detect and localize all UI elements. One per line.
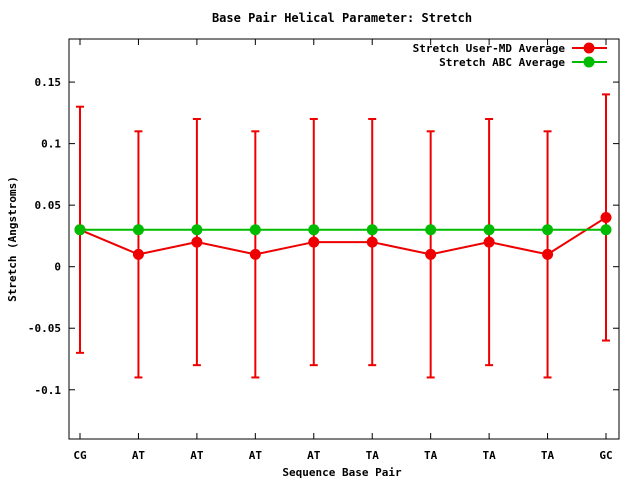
x-tick-label: AT: [249, 449, 263, 462]
x-tick-label: AT: [190, 449, 204, 462]
x-axis-label: Sequence Base Pair: [282, 466, 402, 479]
data-point: [425, 224, 437, 236]
data-point: [191, 236, 203, 248]
legend-swatch-marker: [583, 56, 595, 68]
data-point: [600, 211, 612, 223]
x-tick-label: TA: [482, 449, 496, 462]
plot-area-frame: [68, 38, 620, 440]
series-layer: [74, 93, 612, 379]
data-point: [483, 236, 495, 248]
data-point: [249, 224, 261, 236]
series-line: [79, 216, 607, 256]
data-point: [542, 224, 554, 236]
data-point: [308, 236, 320, 248]
x-tick-label: AT: [132, 449, 146, 462]
data-point: [132, 224, 144, 236]
data-point: [74, 224, 86, 236]
y-axis: -0.1 -0.05 0 0.05 0.1 0.15: [28, 76, 619, 397]
series-1: [74, 93, 612, 379]
y-tick-label: -0.1: [35, 384, 62, 397]
x-axis: CG AT AT AT AT TA TA TA TA GC: [73, 39, 613, 462]
data-point: [249, 248, 261, 260]
data-point: [542, 248, 554, 260]
y-tick-label: 0.05: [35, 199, 62, 212]
series-2: [74, 224, 612, 236]
legend-label: Stretch User-MD Average: [413, 42, 566, 55]
data-point: [483, 224, 495, 236]
y-tick-label: 0: [54, 261, 61, 274]
data-point: [600, 224, 612, 236]
data-point: [191, 224, 203, 236]
y-axis-label: Stretch (Angstroms): [6, 176, 19, 302]
y-tick-label: 0.1: [41, 138, 61, 151]
y-tick-label: -0.05: [28, 322, 61, 335]
x-tick-label: AT: [307, 449, 321, 462]
x-tick-label: CG: [73, 449, 87, 462]
legend-label: Stretch ABC Average: [439, 56, 565, 69]
data-point: [132, 248, 144, 260]
chart-title: Base Pair Helical Parameter: Stretch: [212, 11, 472, 25]
data-point: [425, 248, 437, 260]
x-tick-label: TA: [424, 449, 438, 462]
x-tick-label: TA: [541, 449, 555, 462]
legend-swatch-marker: [583, 42, 595, 54]
y-tick-label: 0.15: [35, 76, 62, 89]
data-point: [366, 236, 378, 248]
x-tick-label: TA: [366, 449, 380, 462]
x-tick-label: GC: [599, 449, 612, 462]
data-point: [308, 224, 320, 236]
data-point: [366, 224, 378, 236]
